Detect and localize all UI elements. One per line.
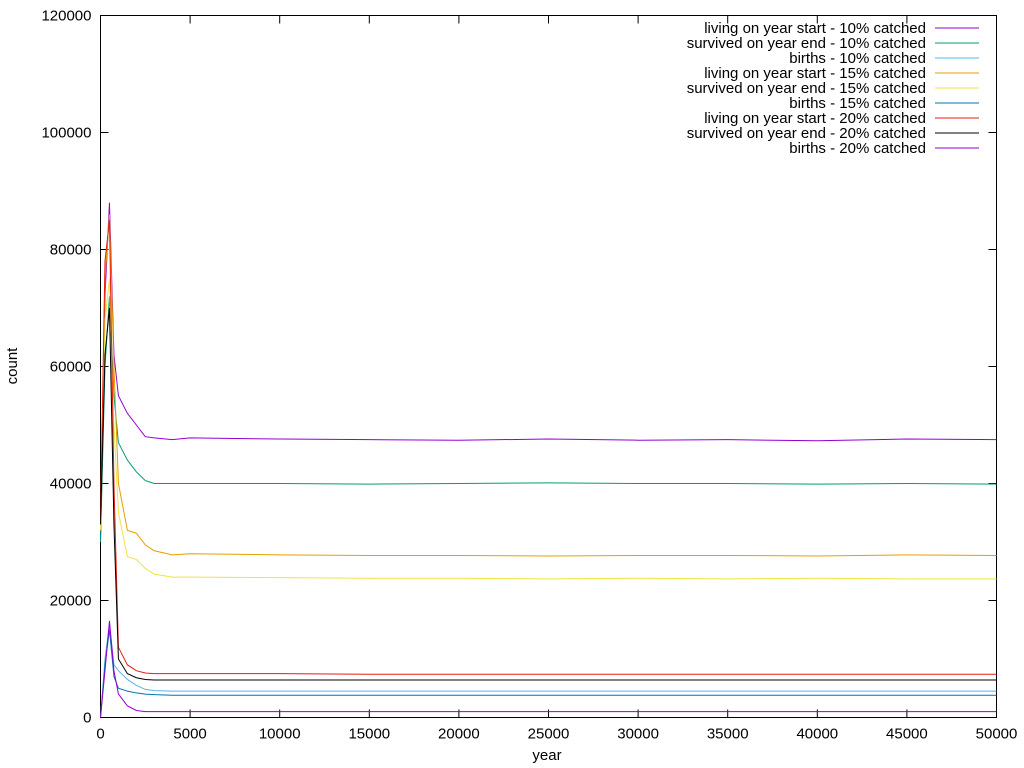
x-tick-label: 5000	[173, 726, 206, 743]
legend-label: living on year start - 15% catched	[704, 65, 926, 82]
legend-label: survived on year end - 15% catched	[687, 80, 926, 97]
series-line	[100, 214, 997, 557]
legend-label: living on year start - 10% catched	[704, 20, 926, 37]
x-tick-label: 25000	[528, 726, 570, 743]
series-line	[100, 220, 997, 675]
x-tick-label: 45000	[886, 726, 928, 743]
series-line	[100, 278, 997, 580]
series-line	[100, 629, 997, 718]
x-tick-label: 35000	[707, 726, 749, 743]
y-tick-label: 60000	[50, 359, 92, 376]
y-tick-label: 80000	[50, 242, 92, 259]
x-tick-label: 15000	[348, 726, 390, 743]
x-tick-label: 10000	[259, 726, 301, 743]
legend-label: births - 15% catched	[789, 95, 926, 112]
series-line	[100, 307, 997, 681]
y-tick-label: 40000	[50, 476, 92, 493]
x-tick-label: 30000	[617, 726, 659, 743]
x-axis-label: year	[532, 747, 561, 764]
legend-label: births - 10% catched	[789, 50, 926, 67]
y-tick-label: 100000	[41, 125, 91, 142]
legend-label: births - 20% catched	[789, 140, 926, 157]
y-tick-label: 120000	[41, 8, 91, 25]
x-tick-label: 20000	[438, 726, 480, 743]
series-line	[100, 202, 997, 543]
series-line	[100, 296, 997, 543]
x-tick-label: 0	[96, 726, 104, 743]
y-axis-label: count	[4, 347, 21, 385]
x-tick-label: 50000	[976, 726, 1018, 743]
legend-label: living on year start - 20% catched	[704, 110, 926, 127]
y-tick-label: 0	[83, 710, 91, 727]
x-tick-label: 40000	[796, 726, 838, 743]
series-line	[100, 623, 997, 718]
legend-label: survived on year end - 10% catched	[687, 35, 926, 52]
legend-label: survived on year end - 20% catched	[687, 125, 926, 142]
y-tick-label: 20000	[50, 593, 92, 610]
series-line	[100, 620, 997, 718]
